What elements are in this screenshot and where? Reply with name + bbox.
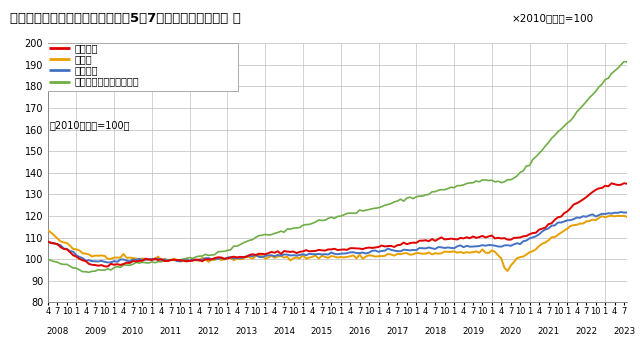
Text: 2013: 2013 xyxy=(235,327,257,336)
Text: 2016: 2016 xyxy=(349,327,371,336)
Text: 2021: 2021 xyxy=(538,327,559,336)
Text: 2019: 2019 xyxy=(462,327,484,336)
Text: マンション（区分所有）: マンション（区分所有） xyxy=(74,77,139,87)
Text: 2015: 2015 xyxy=(311,327,333,336)
Text: 住宅地: 住宅地 xyxy=(74,54,92,64)
Text: 2020: 2020 xyxy=(500,327,522,336)
Text: 2008: 2008 xyxy=(46,327,68,336)
Text: （2010年平均=100）: （2010年平均=100） xyxy=(49,120,130,130)
Text: ＜不動産価格指数（住宅）（令和5年7月分・季節調整値） ＞: ＜不動産価格指数（住宅）（令和5年7月分・季節調整値） ＞ xyxy=(10,12,241,24)
Text: 2017: 2017 xyxy=(387,327,408,336)
Text: 2011: 2011 xyxy=(160,327,182,336)
Text: 2009: 2009 xyxy=(84,327,106,336)
Text: 2023: 2023 xyxy=(613,327,635,336)
Text: 2022: 2022 xyxy=(575,327,597,336)
Text: 2014: 2014 xyxy=(273,327,295,336)
Polygon shape xyxy=(45,43,238,91)
Text: ×2010年平均=100: ×2010年平均=100 xyxy=(512,13,594,23)
Text: 2010: 2010 xyxy=(122,327,144,336)
Text: 住宅総合: 住宅総合 xyxy=(74,43,98,53)
Text: 2012: 2012 xyxy=(198,327,220,336)
Text: 2018: 2018 xyxy=(424,327,446,336)
Text: 戸建住宅: 戸建住宅 xyxy=(74,66,98,75)
